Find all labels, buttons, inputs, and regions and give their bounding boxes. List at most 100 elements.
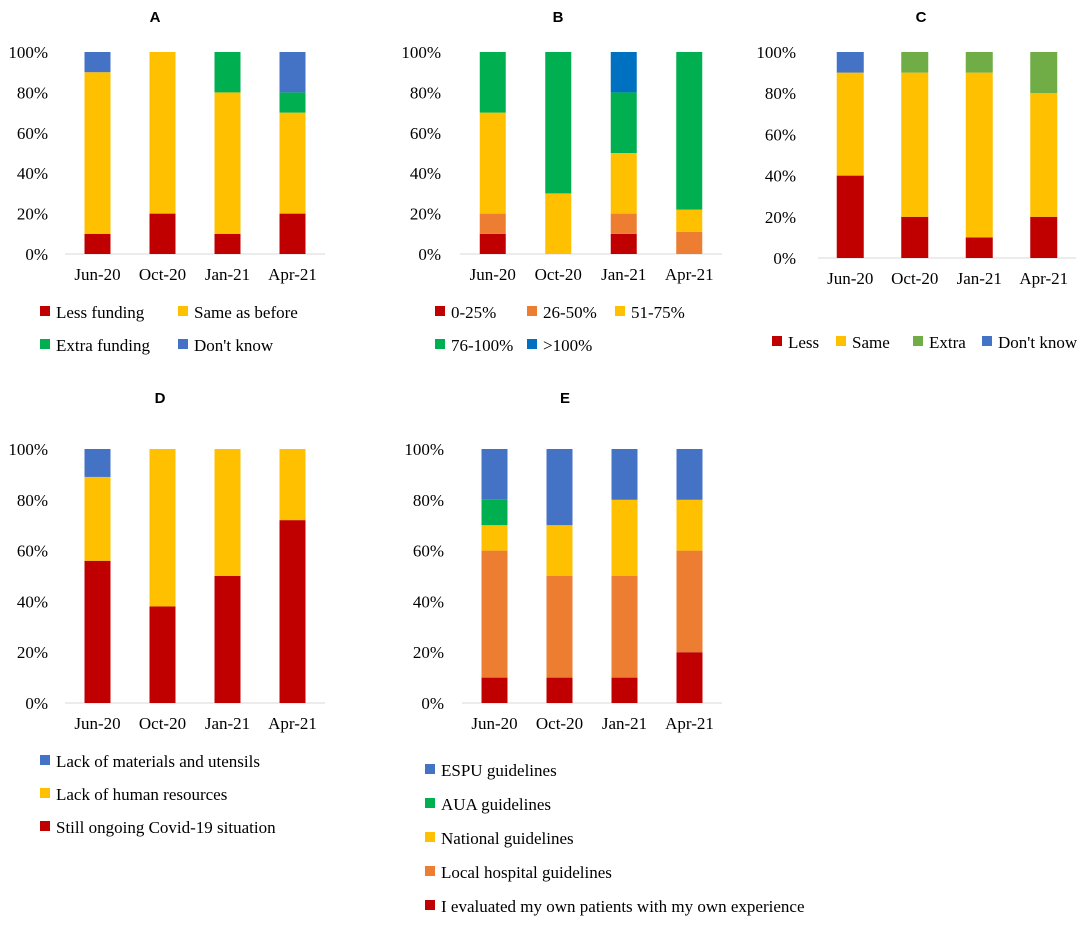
- y-tick-label: 40%: [410, 164, 441, 183]
- bar-segment: [901, 72, 929, 217]
- bar-segment: [479, 112, 506, 214]
- legend-swatch: [40, 788, 50, 798]
- bar-segment: [84, 560, 111, 703]
- y-tick-label: 80%: [17, 491, 48, 510]
- x-tick-label: Oct-20: [891, 269, 938, 288]
- legend-label: Lack of human resources: [56, 785, 227, 804]
- bar-segment: [610, 52, 637, 93]
- bar-segment: [610, 92, 637, 153]
- chart-panel-c: C 0% 20% 40% 60% 80% 100% Jun-20 Oct-20 Jan-21 Apr…: [756, 9, 1077, 352]
- legend: ESPU guidelines AUA guidelines National gu…: [425, 761, 805, 916]
- legend-swatch: [772, 336, 782, 346]
- y-tick-label: 0%: [25, 245, 48, 264]
- y-tick-label: 100%: [8, 43, 48, 62]
- x-tick-label: Jan-21: [205, 714, 250, 733]
- bar-segment: [1030, 216, 1058, 258]
- bar-segment: [279, 92, 306, 113]
- legend: 0-25% 26-50% 51-75% 76-100% >100%: [435, 303, 685, 355]
- legend-label: Extra funding: [56, 336, 150, 355]
- y-tick-label: 80%: [17, 83, 48, 102]
- bar-segment: [481, 677, 508, 703]
- legend-label: Local hospital guidelines: [441, 863, 612, 882]
- legend-label: 26-50%: [543, 303, 597, 322]
- bar-segment: [676, 652, 703, 703]
- legend-label: Less: [788, 333, 819, 352]
- bar-segment: [545, 52, 572, 194]
- x-tick-label: Apr-21: [665, 265, 714, 284]
- bar-segment: [279, 112, 306, 214]
- legend-swatch: [425, 832, 435, 842]
- x-tick-label: Oct-20: [139, 714, 186, 733]
- legend-label: Don't know: [998, 333, 1078, 352]
- legend-label: Extra: [929, 333, 966, 352]
- chart-panel-a: A 0% 20% 40% 60% 80% 100% Jun-20 Oct-20 Jan-21 Apr…: [8, 9, 325, 355]
- bar-segment: [149, 606, 176, 703]
- legend-label: 76-100%: [451, 336, 513, 355]
- panel-title-b: B: [553, 9, 564, 26]
- bar-segment: [546, 677, 573, 703]
- x-tick-label: Jan-21: [205, 265, 250, 284]
- legend-swatch: [527, 339, 537, 349]
- bar-segment: [479, 52, 506, 113]
- bar-segment: [965, 52, 993, 73]
- legend-label: ESPU guidelines: [441, 761, 557, 780]
- bar-segment: [611, 499, 638, 576]
- y-tick-label: 60%: [413, 542, 444, 561]
- bar-segment: [610, 153, 637, 214]
- y-tick-label: 20%: [410, 205, 441, 224]
- legend-label: Lack of materials and utensils: [56, 752, 260, 771]
- y-tick-label: 100%: [756, 43, 796, 62]
- bar-segment: [214, 52, 241, 93]
- x-tick-label: Apr-21: [665, 714, 714, 733]
- x-tick-label: Apr-21: [268, 714, 317, 733]
- bar-segment: [676, 52, 703, 210]
- y-tick-label: 40%: [413, 592, 444, 611]
- y-tick-label: 60%: [17, 124, 48, 143]
- y-tick-label: 20%: [17, 643, 48, 662]
- y-tick-label: 20%: [17, 205, 48, 224]
- bar-segment: [1030, 93, 1058, 217]
- legend-swatch: [435, 339, 445, 349]
- bar-segment: [279, 520, 306, 703]
- bar-segment: [481, 449, 508, 500]
- legend: Less funding Same as before Extra funding D…: [40, 303, 298, 355]
- y-tick-label: 40%: [765, 167, 796, 186]
- bar-segment: [481, 550, 508, 678]
- y-tick-label: 0%: [773, 249, 796, 268]
- bar-segment: [84, 72, 111, 234]
- bar-segment: [149, 52, 176, 214]
- bar-segment: [676, 499, 703, 551]
- y-tick-label: 40%: [17, 164, 48, 183]
- legend-swatch: [425, 764, 435, 774]
- legend: Lack of materials and utensils Lack of hu…: [40, 752, 276, 837]
- x-tick-label: Jun-20: [74, 714, 120, 733]
- y-tick-label: 40%: [17, 592, 48, 611]
- y-tick-label: 80%: [413, 491, 444, 510]
- bar-segment: [611, 576, 638, 678]
- x-tick-label: Apr-21: [268, 265, 317, 284]
- legend-label: Same as before: [194, 303, 298, 322]
- legend-label: National guidelines: [441, 829, 574, 848]
- bar-segment: [611, 449, 638, 500]
- bar-segment: [676, 550, 703, 653]
- bar-segment: [149, 213, 176, 254]
- chart-panel-d: D 0% 20% 40% 60% 80% 100% Jun-20 Oct-20 Jan-21 Apr…: [8, 390, 325, 837]
- bar-segment: [610, 213, 637, 234]
- legend-label: Less funding: [56, 303, 145, 322]
- bar-segment: [481, 499, 508, 526]
- y-tick-label: 20%: [765, 208, 796, 227]
- x-tick-label: Jun-20: [827, 269, 873, 288]
- panel-title-e: E: [560, 390, 570, 407]
- bar-segment: [611, 677, 638, 703]
- legend-swatch: [40, 339, 50, 349]
- bar-segment: [965, 237, 993, 258]
- legend-label: I evaluated my own patients with my own …: [441, 897, 805, 916]
- y-tick-label: 80%: [410, 83, 441, 102]
- bar-segment: [965, 72, 993, 238]
- chart-panel-b: B 0% 20% 40% 60% 80% 100% Jun-20 Oct-20 Jan-21 Apr…: [401, 9, 722, 355]
- legend-swatch: [425, 900, 435, 910]
- y-tick-label: 0%: [421, 694, 444, 713]
- bar-segment: [479, 233, 506, 254]
- bar-segment: [279, 52, 306, 93]
